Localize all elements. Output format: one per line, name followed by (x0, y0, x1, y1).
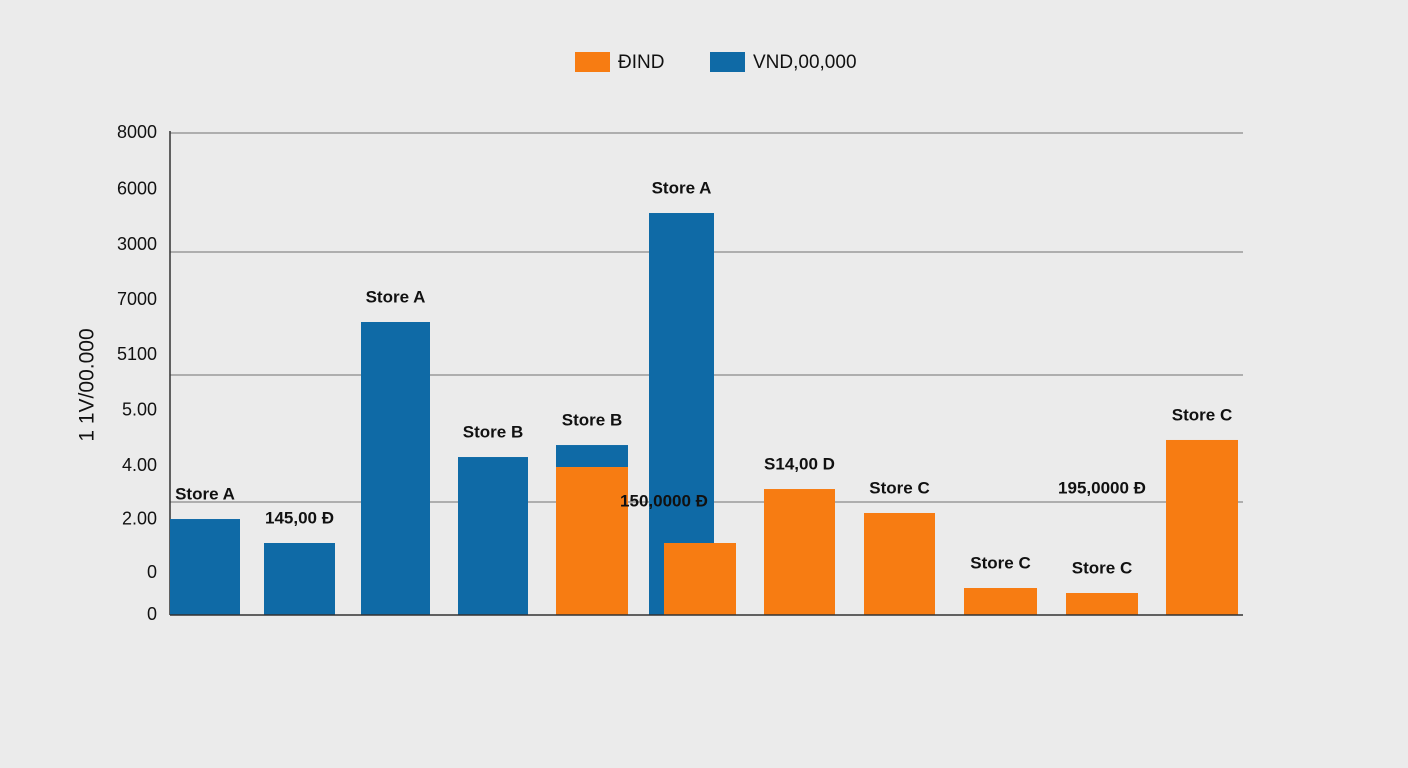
y-tick-label: 5100 (117, 344, 157, 364)
y-tick-label: 3000 (117, 234, 157, 254)
legend-swatch (575, 52, 610, 72)
bar-label: Store A (652, 178, 712, 197)
bar-label: 145,00 Đ (265, 508, 334, 527)
annotation: 195,0000 Đ (1058, 478, 1146, 497)
bar (764, 489, 835, 615)
bar (964, 588, 1037, 615)
y-tick-label: 5.00 (122, 400, 157, 420)
legend-label: VND,00,000 (753, 52, 857, 73)
bar (664, 543, 736, 615)
y-tick-label: 7000 (117, 289, 157, 309)
bar (556, 445, 628, 468)
bar-label: S14,00 D (764, 455, 835, 474)
y-tick-label: 8000 (117, 122, 157, 142)
y-tick-label: 0 (147, 562, 157, 582)
bar-label: Store B (463, 423, 523, 442)
y-tick-label: 2.00 (122, 509, 157, 529)
y-tick-label: 0 (147, 604, 157, 624)
bar-label: Store A (366, 287, 426, 306)
y-axis-label: 1 1V/00.000 (76, 328, 99, 441)
bar (458, 457, 528, 615)
bar-label: Store C (970, 553, 1030, 572)
bar (361, 322, 430, 615)
legend-swatch (710, 52, 745, 72)
bar (864, 512, 935, 615)
bar (264, 543, 335, 615)
y-tick-label: 4.00 (122, 455, 157, 475)
legend-label: ĐIND (618, 52, 664, 73)
bar (170, 519, 240, 615)
y-tick-label: 6000 (117, 179, 157, 199)
bar-label: Store C (869, 478, 929, 497)
bar-label: Store C (1172, 405, 1232, 424)
bar (556, 467, 628, 615)
bar (1066, 593, 1138, 615)
bar-label: Store A (175, 485, 235, 504)
bar-label: Store B (562, 411, 622, 430)
bar-label: Store C (1072, 558, 1132, 577)
bar-label: 150,0000 Đ (620, 491, 708, 510)
bar (1166, 439, 1238, 615)
